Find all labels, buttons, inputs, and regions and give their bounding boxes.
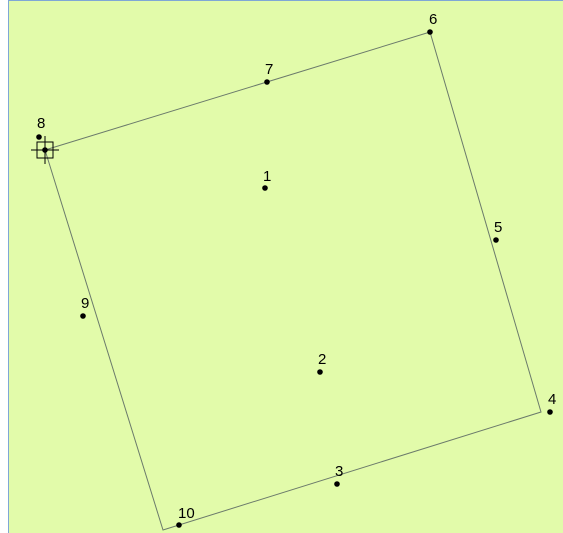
point-dot bbox=[264, 79, 270, 85]
parcel-outline bbox=[44, 31, 542, 531]
point-dot bbox=[427, 29, 433, 35]
point-label: 2 bbox=[318, 351, 326, 368]
point-label: 6 bbox=[429, 11, 437, 28]
point-label: 9 bbox=[81, 295, 89, 312]
point-dot bbox=[262, 185, 268, 191]
point-label: 4 bbox=[548, 391, 556, 408]
point-dot bbox=[334, 481, 340, 487]
point-label: 8 bbox=[37, 115, 45, 132]
point-label: 7 bbox=[265, 61, 273, 78]
point-dot bbox=[42, 147, 48, 153]
point-dot bbox=[317, 369, 323, 375]
point-label: 1 bbox=[263, 168, 271, 185]
point-dot bbox=[176, 522, 182, 528]
point-dot bbox=[493, 237, 499, 243]
point-dot bbox=[36, 134, 42, 140]
point-dot bbox=[80, 313, 86, 319]
point-dot bbox=[547, 409, 553, 415]
point-label: 3 bbox=[335, 463, 343, 480]
map-background bbox=[8, 0, 563, 533]
point-label: 10 bbox=[178, 505, 195, 522]
point-label: 5 bbox=[494, 219, 502, 236]
